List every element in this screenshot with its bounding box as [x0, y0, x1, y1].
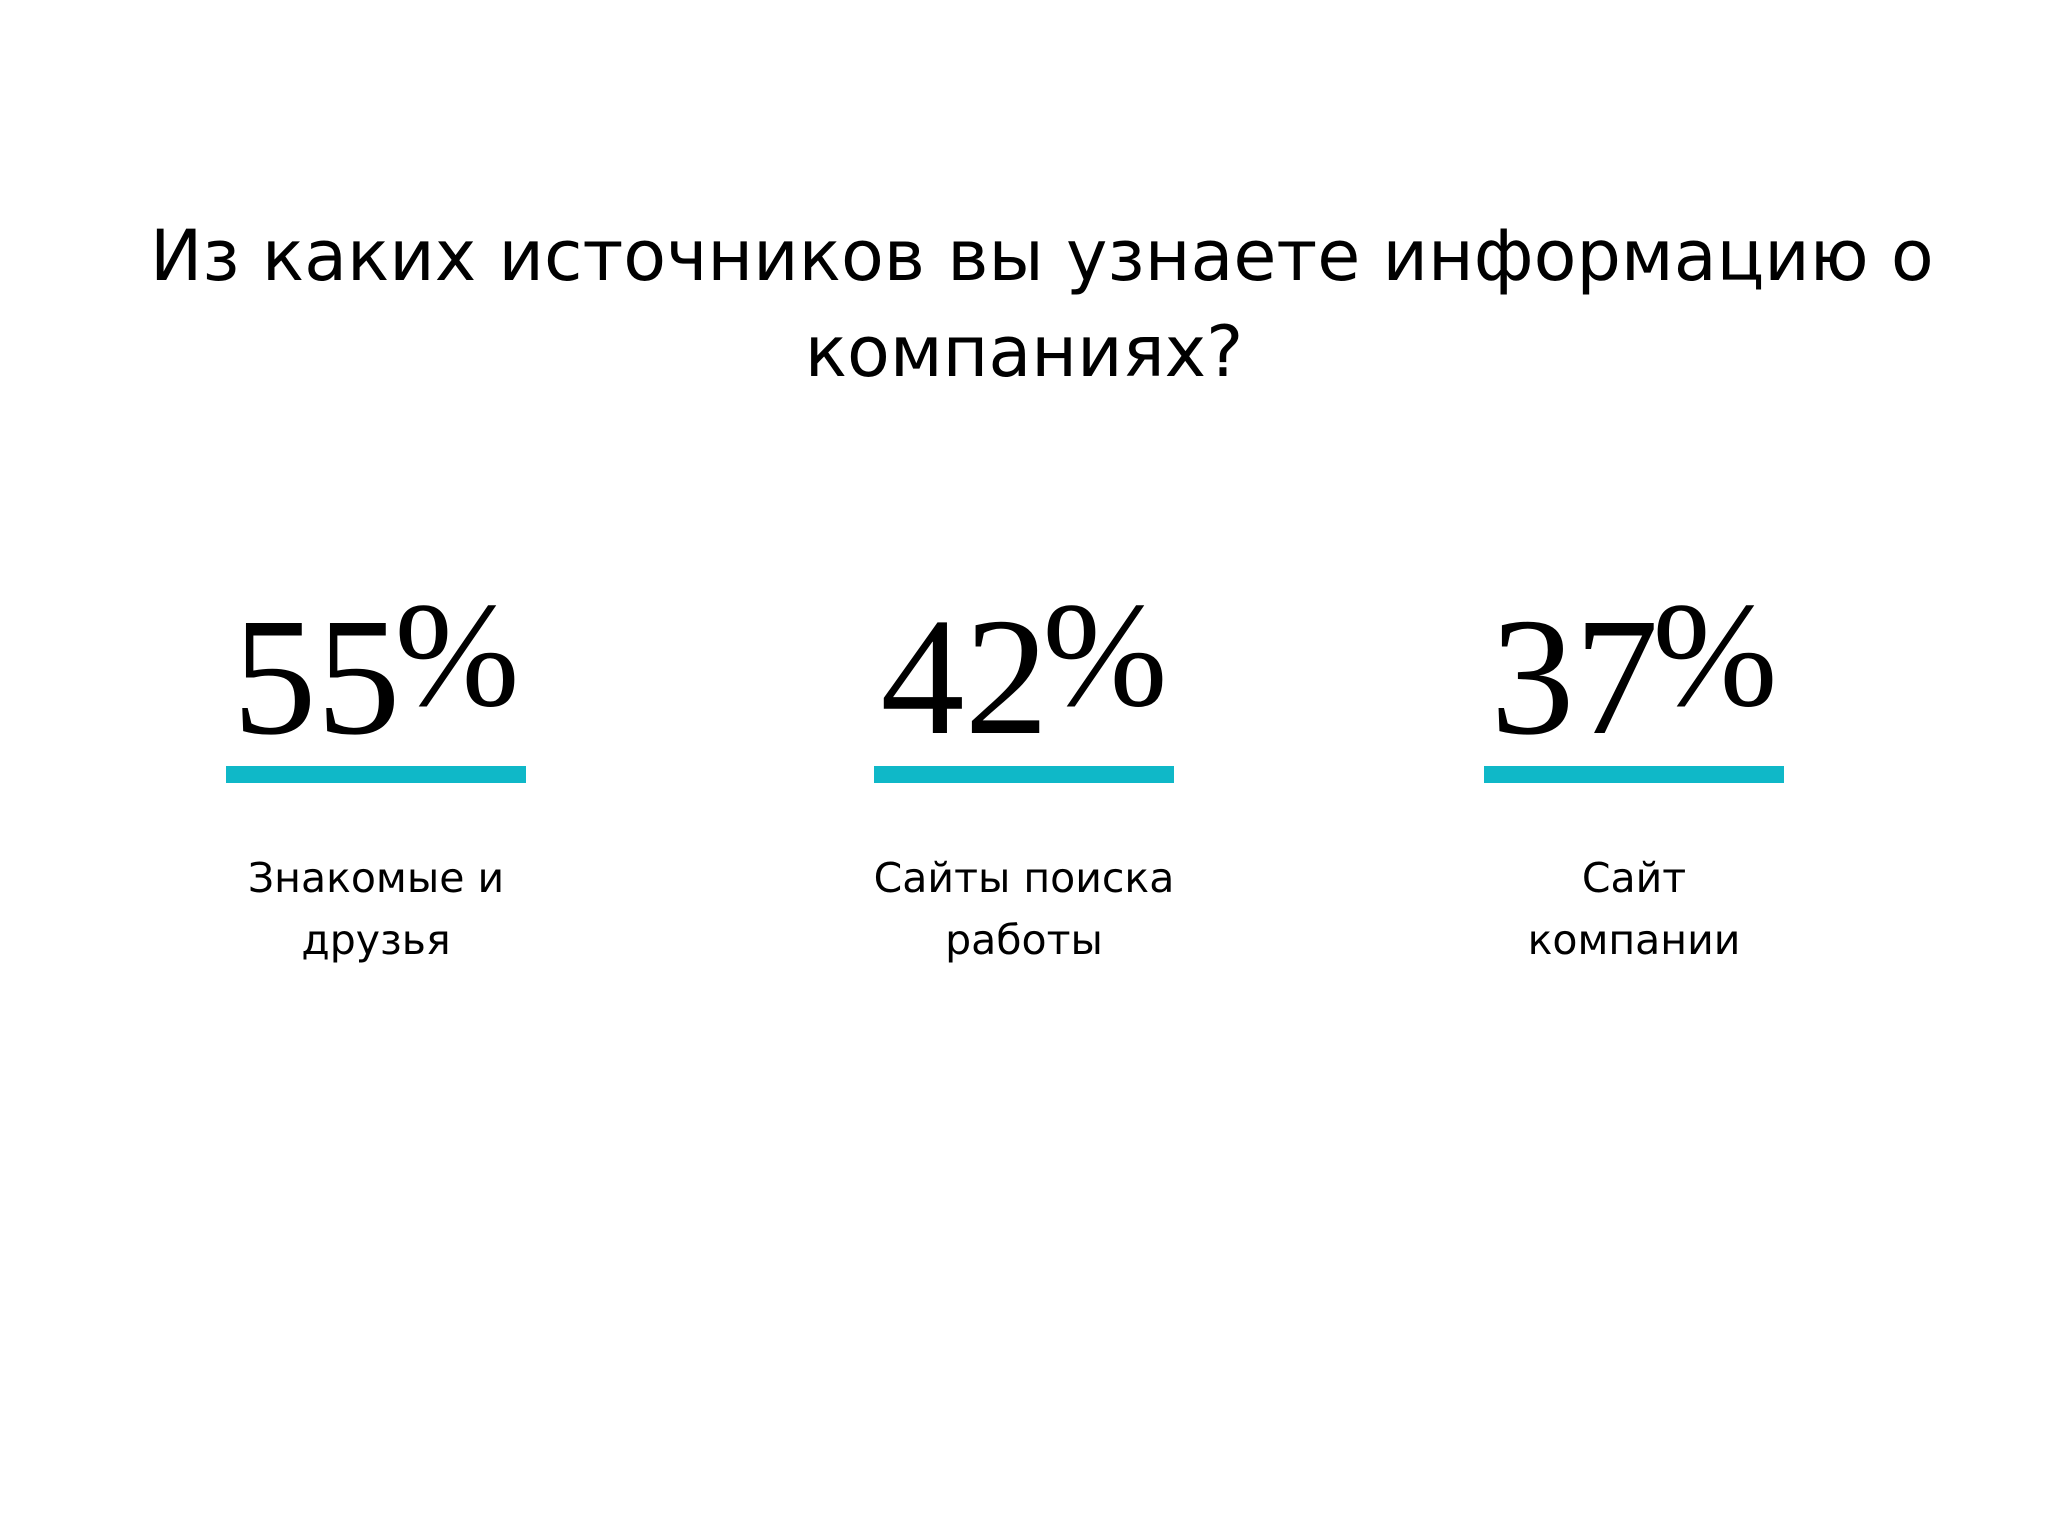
stat-friends-and-acquaintances: 55% Знакомые и друзья — [176, 540, 576, 964]
stat-value-unit: % — [1042, 572, 1168, 738]
slide-title: Из каких источников вы узнаете информаци… — [150, 208, 1934, 400]
stat-caption: Знакомые и друзья — [176, 847, 576, 971]
stat-caption: Сайты поиска работы — [824, 847, 1224, 971]
stat-accent-bar — [226, 766, 526, 783]
stat-caption-line-2: компании — [1527, 916, 1741, 964]
stat-value-number: 42 — [880, 584, 1049, 770]
stat-value-number: 55 — [232, 584, 401, 770]
slide-title-line-1: Из каких источников вы узнаете информаци… — [150, 215, 1934, 297]
stat-value: 42% — [824, 540, 1224, 770]
stat-company-website: 37% Сайт компании — [1434, 540, 1834, 964]
stat-caption: Сайт компании — [1434, 847, 1834, 971]
stat-value-number: 37 — [1490, 584, 1659, 770]
stat-job-search-sites: 42% Сайты поиска работы — [824, 540, 1224, 964]
stat-value: 55% — [176, 540, 576, 770]
stat-value: 37% — [1434, 540, 1834, 770]
stat-accent-bar — [1484, 766, 1784, 783]
stat-caption-line-2: друзья — [301, 916, 451, 964]
stat-caption-line-2: работы — [945, 916, 1103, 964]
stat-caption-line-1: Сайты поиска — [873, 854, 1175, 902]
stat-caption-line-1: Сайт — [1581, 854, 1687, 902]
stat-caption-line-1: Знакомые и — [247, 854, 505, 902]
stat-value-unit: % — [394, 572, 520, 738]
slide-title-line-2: компаниях? — [804, 311, 1244, 393]
stat-value-unit: % — [1652, 572, 1778, 738]
stat-accent-bar — [874, 766, 1174, 783]
